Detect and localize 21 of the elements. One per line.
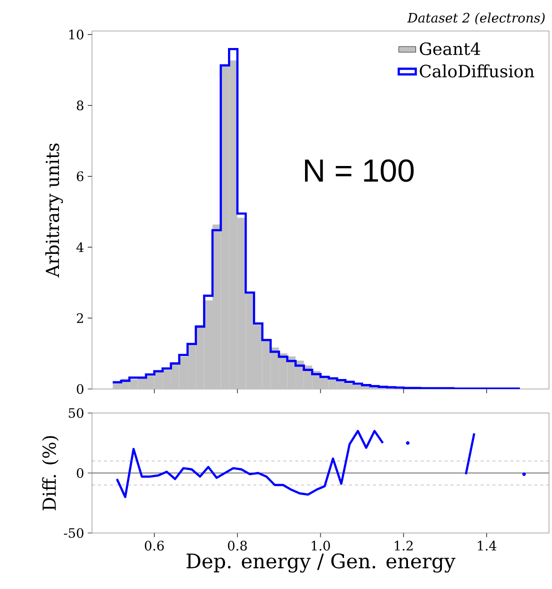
legend-label: Geant4 [420, 42, 480, 56]
y-tick-label: 2 [76, 313, 83, 323]
y-tick-label: -50 [64, 528, 84, 538]
y-axis-title: Diff. (%) [42, 436, 59, 510]
x-tick-label: 1.2 [394, 540, 413, 551]
y-tick-label: 4 [76, 242, 84, 252]
annotation: N = 100 [305, 159, 414, 182]
x-tick-label: 0.8 [228, 540, 247, 551]
y-tick-label: 0 [76, 468, 84, 478]
y-tick-label: 8 [76, 100, 84, 110]
x-axis-title: Dep. energy / Gen. energy [186, 553, 456, 573]
chart-title: Dataset 2 (electrons) [407, 12, 545, 24]
x-tick-label: 1.0 [312, 540, 330, 551]
y-tick-label: 50 [68, 408, 84, 418]
legend-label: CaloDiffusion [420, 64, 534, 78]
x-tick-label: 0.6 [144, 540, 164, 551]
y-tick-label: 10 [69, 30, 84, 40]
y-tick-label: 6 [76, 171, 84, 182]
y-tick-label: 0 [76, 384, 84, 394]
x-tick-label: 1.4 [478, 540, 496, 551]
y-axis-title: Arbitrary units [45, 144, 63, 278]
